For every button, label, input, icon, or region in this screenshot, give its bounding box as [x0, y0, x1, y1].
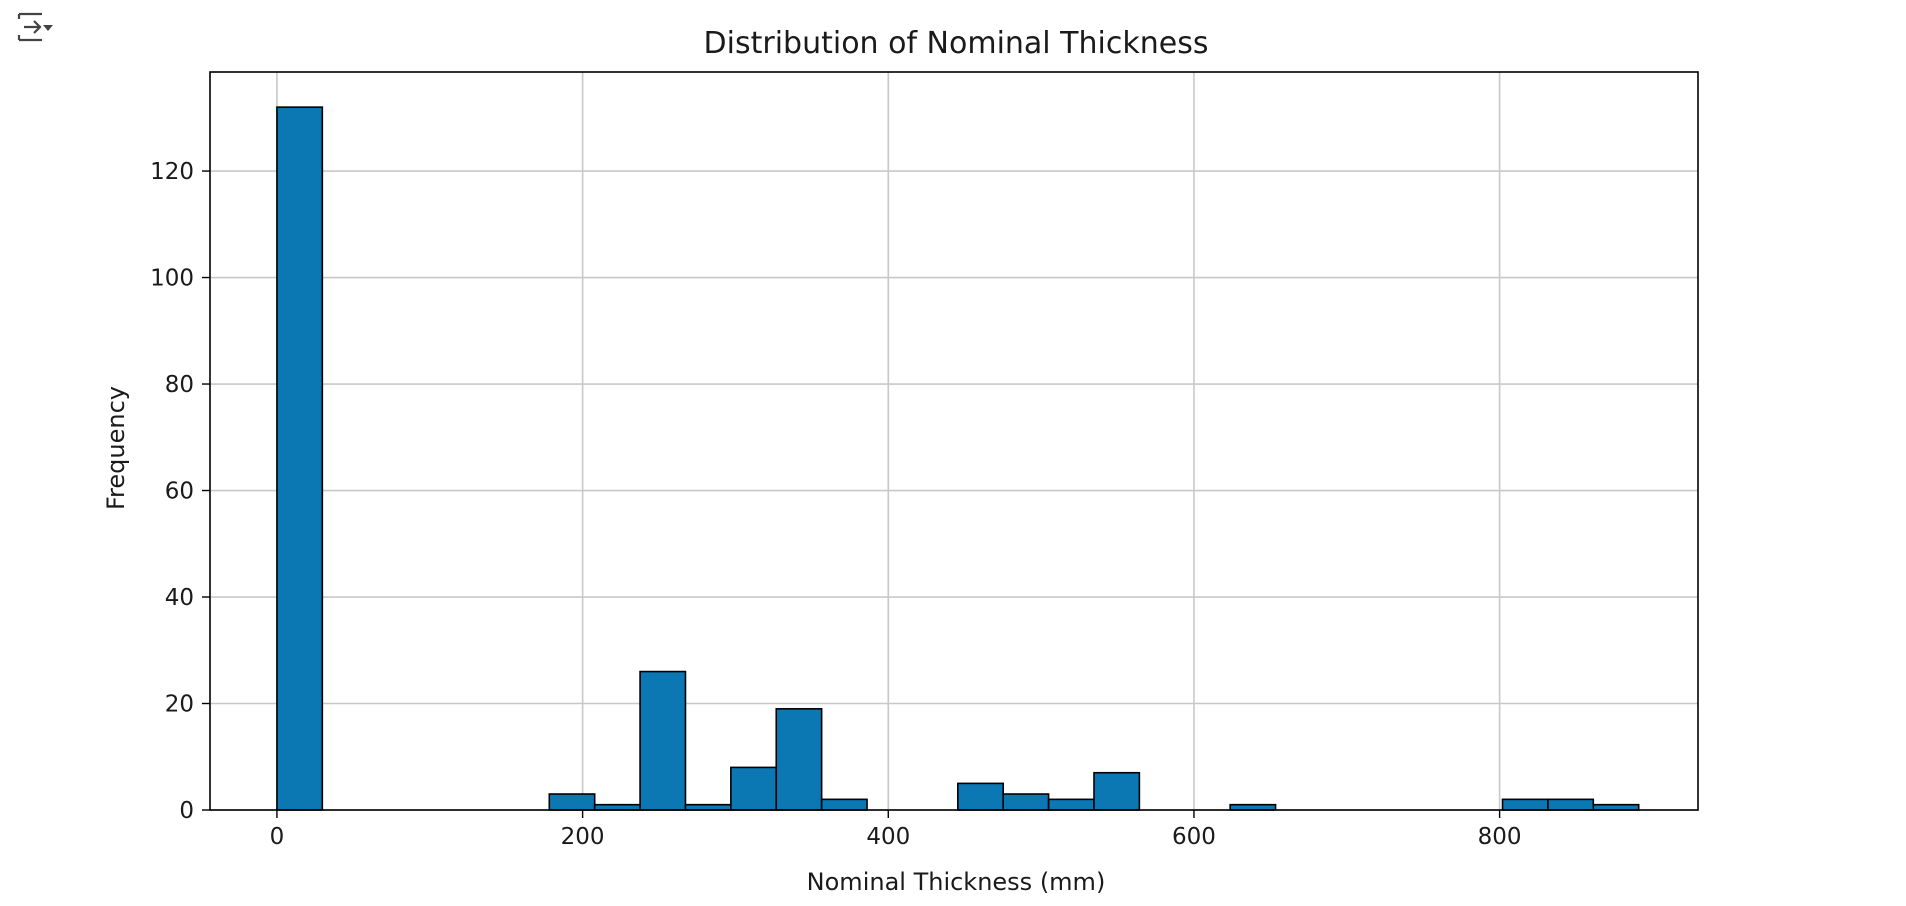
histogram-bar: [276, 106, 324, 811]
x-tick-label: 400: [866, 824, 910, 850]
y-tick-label: 60: [165, 479, 194, 505]
histogram-bar: [957, 782, 1005, 811]
y-tick-label: 40: [165, 585, 194, 611]
axes-frame: [209, 71, 1699, 811]
histogram-bar: [1501, 798, 1549, 811]
chart-title: Distribution of Nominal Thickness: [704, 26, 1209, 61]
x-axis-ticks: 0 200 400 600 800: [270, 810, 1522, 850]
histogram-bar: [1002, 793, 1050, 811]
x-axis-label: Nominal Thickness (mm): [807, 868, 1106, 896]
y-tick-label: 20: [165, 692, 194, 718]
grid-lines: [210, 72, 1698, 811]
histogram-bar: [775, 708, 823, 811]
y-tick-label: 0: [179, 798, 194, 824]
x-tick-label: 200: [561, 824, 605, 850]
histogram-bar: [820, 798, 868, 811]
y-axis-ticks: 0 20 40 60 80 100 120: [150, 159, 210, 824]
y-tick-label: 120: [150, 159, 194, 185]
x-tick-label: 600: [1172, 824, 1216, 850]
histogram-bar: [639, 670, 687, 811]
histogram-bar: [730, 766, 778, 811]
y-tick-label: 80: [165, 372, 194, 398]
histogram-bar: [548, 793, 596, 811]
histogram-bar: [1047, 798, 1095, 811]
histogram-bars: [276, 106, 1640, 811]
x-tick-label: 800: [1478, 824, 1522, 850]
histogram-bar: [1093, 771, 1141, 811]
y-axis-label: Frequency: [102, 386, 130, 510]
y-tick-label: 100: [150, 266, 194, 292]
output-toggle-icon[interactable]: [16, 10, 56, 44]
histogram-bar: [1547, 798, 1595, 811]
x-tick-label: 0: [270, 824, 285, 850]
